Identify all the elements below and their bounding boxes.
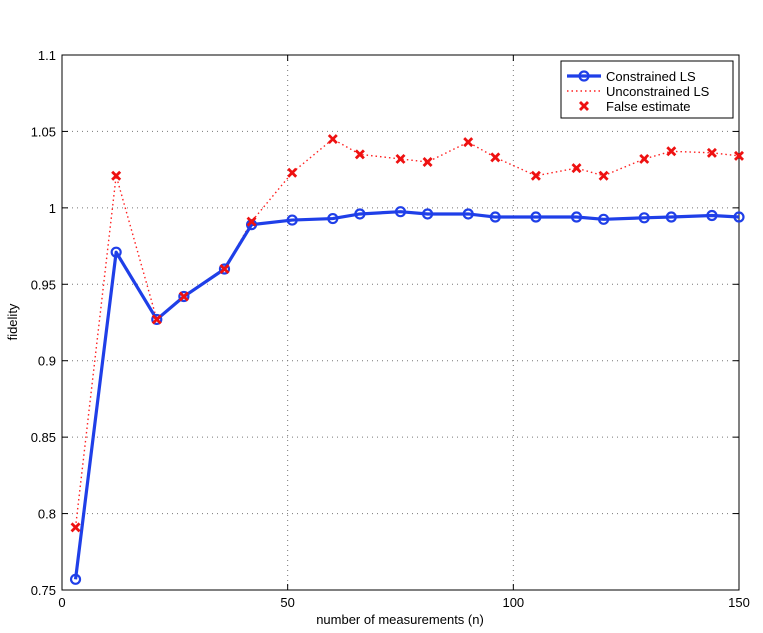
x-tick-label: 150	[728, 595, 750, 610]
false-estimate-stroke	[354, 149, 365, 160]
series-unconstrained-ls-line	[74, 138, 740, 528]
false-estimate-point	[151, 314, 162, 325]
false-estimate-stroke	[151, 314, 162, 325]
constrained-ls-point	[327, 212, 339, 225]
false-estimate-stroke	[111, 170, 122, 181]
false-estimate-point	[70, 522, 81, 533]
constrained-ls-point	[489, 211, 501, 223]
y-tick-label: 0.85	[31, 430, 56, 445]
false-estimate-point	[327, 134, 338, 145]
false-estimate-point	[530, 170, 541, 181]
false-estimate-point	[354, 149, 365, 160]
legend-constrained-ls-marker	[578, 70, 590, 82]
y-tick-label: 0.75	[31, 583, 56, 598]
constrained-ls-point	[570, 211, 583, 223]
false-estimate-point	[734, 150, 744, 161]
false-estimate-point	[490, 152, 501, 163]
constrained-ls-point	[286, 214, 298, 226]
constrained-ls-point	[178, 290, 190, 303]
x-tick-label: 100	[502, 595, 524, 610]
false-estimate-point	[287, 167, 298, 178]
constrained-ls-point	[665, 211, 677, 223]
false-estimate-stroke	[598, 170, 609, 181]
constrained-ls-point	[394, 206, 407, 218]
false-estimate-stroke	[530, 170, 541, 181]
x-tick-label: 0	[58, 595, 65, 610]
constrained-ls-point	[462, 208, 474, 220]
y-tick-label: 0.8	[38, 507, 56, 522]
plot-frame	[61, 54, 740, 591]
false-estimate-point	[639, 153, 650, 164]
series-constrained-ls-line	[73, 210, 740, 580]
constrained-ls-point	[421, 208, 434, 220]
constrained-ls-point	[597, 213, 610, 225]
x-tick-label: 50	[280, 595, 294, 610]
false-estimate-stroke	[70, 522, 81, 533]
legend-box	[560, 60, 734, 119]
false-estimate-point	[571, 163, 582, 174]
constrained-ls-point	[218, 263, 231, 275]
false-estimate-stroke	[639, 153, 650, 164]
y-tick-label: 1.1	[38, 48, 56, 63]
false-estimate-stroke	[395, 153, 406, 164]
y-axis-title: fidelity	[5, 303, 20, 340]
constrained-ls-point	[110, 246, 122, 258]
grid-lines	[62, 55, 739, 590]
legend-label-unconstrained-ls: Unconstrained LS	[606, 84, 710, 99]
false-estimate-point	[706, 147, 717, 158]
constrained-ls-point	[638, 212, 650, 224]
false-estimate-stroke	[706, 147, 717, 158]
y-tick-label: 1.05	[31, 124, 56, 139]
false-estimate-point	[246, 216, 257, 227]
false-estimate-point	[463, 137, 474, 148]
y-tick-label: 1	[49, 201, 56, 216]
false-estimate-stroke	[287, 167, 298, 178]
axis-ticks: 0 50 100 150 0.75 0.8 0.85 0.9 0.95 1 1.05 1.1	[31, 48, 750, 610]
false-estimate-stroke	[734, 150, 744, 161]
false-estimate-stroke	[490, 152, 501, 163]
false-estimate-point	[666, 146, 677, 157]
false-estimate-point	[219, 264, 230, 274]
legend-false-estimate-marker	[579, 101, 589, 111]
false-estimate-stroke	[571, 163, 582, 174]
false-estimate-point	[422, 157, 433, 167]
false-estimate-stroke	[246, 216, 257, 227]
y-tick-label: 0.95	[31, 277, 56, 292]
false-estimate-point	[178, 291, 189, 302]
constrained-ls-point	[530, 211, 542, 223]
false-estimate-stroke	[463, 137, 474, 148]
legend-label-false-estimate: False estimate	[606, 99, 691, 114]
false-estimate-point	[395, 153, 406, 164]
false-estimate-stroke	[327, 134, 338, 145]
constrained-ls-point	[706, 209, 718, 222]
legend-label-constrained-ls: Constrained LS	[606, 69, 696, 84]
x-axis-title: number of measurements (n)	[316, 612, 484, 627]
false-estimate-point	[111, 170, 122, 181]
false-estimate-stroke	[178, 291, 189, 302]
false-estimate-stroke	[666, 146, 677, 157]
false-estimate-stroke	[219, 264, 230, 274]
series-layer	[69, 134, 745, 585]
constrained-ls-point	[151, 313, 163, 326]
y-tick-label: 0.9	[38, 354, 56, 369]
constrained-ls-point	[354, 208, 366, 220]
false-estimate-stroke	[422, 157, 433, 167]
plot-background	[62, 55, 739, 590]
constrained-ls-point	[733, 211, 745, 223]
false-estimate-point	[598, 170, 609, 181]
constrained-ls-point	[69, 573, 82, 585]
